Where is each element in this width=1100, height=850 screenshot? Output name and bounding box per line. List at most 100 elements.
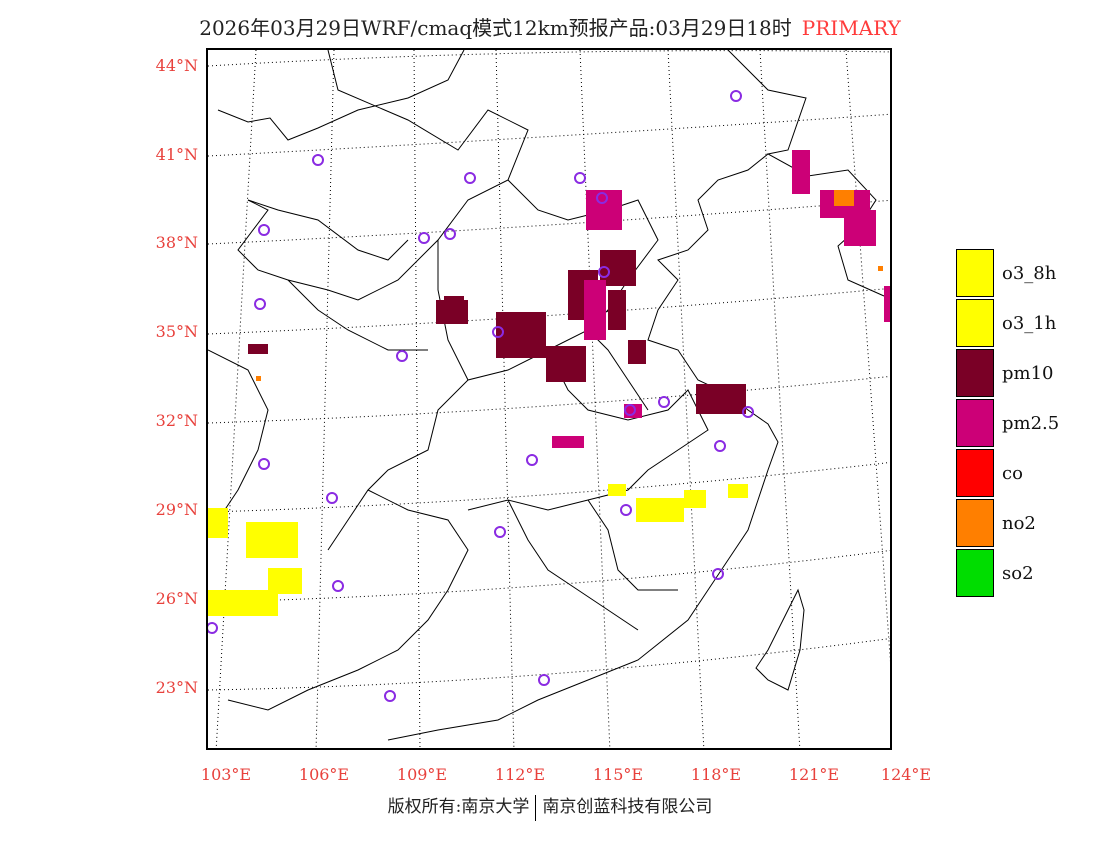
pm10-patches [248, 250, 746, 414]
legend-label: so2 [1002, 562, 1034, 584]
border-southwest [227, 489, 469, 711]
lat-line-41 [208, 113, 890, 157]
pm10-patch-8 [444, 296, 464, 306]
lat-label-26: 26°N [155, 589, 198, 608]
copyright-separator [535, 794, 537, 821]
o3-patch-6 [684, 490, 706, 508]
station-marker[interactable] [326, 492, 338, 504]
station-marker[interactable] [620, 504, 632, 516]
station-marker[interactable] [258, 224, 270, 236]
station-marker[interactable] [714, 440, 726, 452]
station-marker[interactable] [538, 674, 550, 686]
border-middle [467, 349, 709, 511]
forecast-map[interactable] [206, 48, 892, 750]
station-marker[interactable] [418, 232, 430, 244]
o3-patch-2 [246, 522, 298, 558]
lat-line-26 [208, 549, 890, 603]
legend-label: o3_1h [1002, 312, 1057, 334]
lon-line-112 [495, 50, 515, 748]
legend-item-so2[interactable]: so2 [956, 548, 1096, 598]
pm25-patch-7 [552, 436, 584, 448]
lat-line-35 [208, 287, 890, 335]
station-marker[interactable] [254, 298, 266, 310]
lat-label-23: 23°N [155, 678, 198, 697]
legend-item-o3-8h[interactable]: o3_8h [956, 248, 1096, 298]
copyright-left: 版权所有:南京大学 [387, 797, 530, 817]
station-marker[interactable] [574, 172, 586, 184]
pollutant-legend: o3_8h o3_1h pm10 pm2.5 co no2 so2 [956, 248, 1096, 598]
legend-label: o3_8h [1002, 262, 1057, 284]
lon-line-109 [413, 50, 421, 748]
legend-item-o3-1h[interactable]: o3_1h [956, 298, 1096, 348]
pm10-patch-2 [496, 312, 546, 358]
lat-label-29: 29°N [155, 500, 198, 519]
station-marker[interactable] [258, 458, 270, 470]
station-marker[interactable] [742, 406, 754, 418]
station-marker[interactable] [624, 404, 636, 416]
border-inner-north [237, 50, 529, 301]
map-title: 2026年03月29日WRF/cmaq模式12km预报产品:03月29日18时 P… [0, 12, 1100, 41]
lon-label-109: 109°E [396, 765, 448, 784]
station-marker[interactable] [464, 172, 476, 184]
border-west [208, 349, 269, 521]
station-marker[interactable] [492, 326, 504, 338]
pm25-patch-4 [844, 210, 876, 246]
map-canvas [208, 50, 890, 748]
latitude-gridlines [208, 50, 890, 691]
pm10-patch-3 [546, 346, 586, 382]
legend-item-pm10[interactable]: pm10 [956, 348, 1096, 398]
coast-northeast [727, 50, 885, 297]
o3-patch-8 [608, 484, 626, 496]
lat-label-35: 35°N [155, 322, 198, 341]
lon-label-115: 115°E [592, 765, 644, 784]
pm10-patch-7 [696, 384, 746, 414]
lat-line-38 [208, 199, 890, 245]
station-marker[interactable] [208, 622, 218, 634]
o3-patch-7 [728, 484, 748, 498]
station-marker[interactable] [598, 266, 610, 278]
title-product: PRIMARY [801, 16, 901, 40]
lon-label-106: 106°E [298, 765, 350, 784]
station-marker[interactable] [384, 690, 396, 702]
legend-swatch [956, 499, 994, 547]
legend-label: no2 [1002, 512, 1036, 534]
legend-label: co [1002, 462, 1023, 484]
lon-label-112: 112°E [494, 765, 546, 784]
title-main: 2026年03月29日WRF/cmaq模式12km预报产品:03月29日18时 [199, 16, 792, 40]
lon-label-124: 124°E [880, 765, 932, 784]
station-marker[interactable] [396, 350, 408, 362]
pm25-patch-5 [792, 150, 810, 194]
legend-item-co[interactable]: co [956, 448, 1096, 498]
station-marker[interactable] [444, 228, 456, 240]
legend-swatch [956, 299, 994, 347]
no2-patch-3 [878, 266, 883, 271]
o3-patch-3 [208, 590, 278, 616]
border-south [507, 499, 639, 631]
border-jiangxi [587, 499, 678, 591]
legend-item-pm25[interactable]: pm2.5 [956, 398, 1096, 448]
station-marker[interactable] [494, 526, 506, 538]
station-marker[interactable] [658, 396, 670, 408]
station-marker[interactable] [312, 154, 324, 166]
taiwan-outline [755, 588, 805, 691]
legend-swatch [956, 249, 994, 297]
lon-line-115 [579, 50, 611, 748]
station-marker[interactable] [526, 454, 538, 466]
lat-line-29 [208, 461, 890, 513]
copyright-right: 南京创蓝科技有限公司 [542, 797, 713, 817]
lon-line-124 [845, 50, 890, 662]
pm10-patch-10 [628, 340, 646, 364]
pm10-patch-6 [608, 290, 626, 330]
no2-patch-2 [256, 376, 261, 381]
pm25-patch-6 [884, 286, 890, 322]
station-marker[interactable] [712, 568, 724, 580]
legend-item-no2[interactable]: no2 [956, 498, 1096, 548]
border-gansu [287, 279, 428, 351]
legend-swatch [956, 399, 994, 447]
station-marker[interactable] [730, 90, 742, 102]
pm10-patch-9 [248, 344, 268, 354]
no2-patch-1 [834, 190, 854, 206]
station-marker[interactable] [332, 580, 344, 592]
legend-label: pm10 [1002, 362, 1054, 384]
station-marker[interactable] [596, 192, 608, 204]
